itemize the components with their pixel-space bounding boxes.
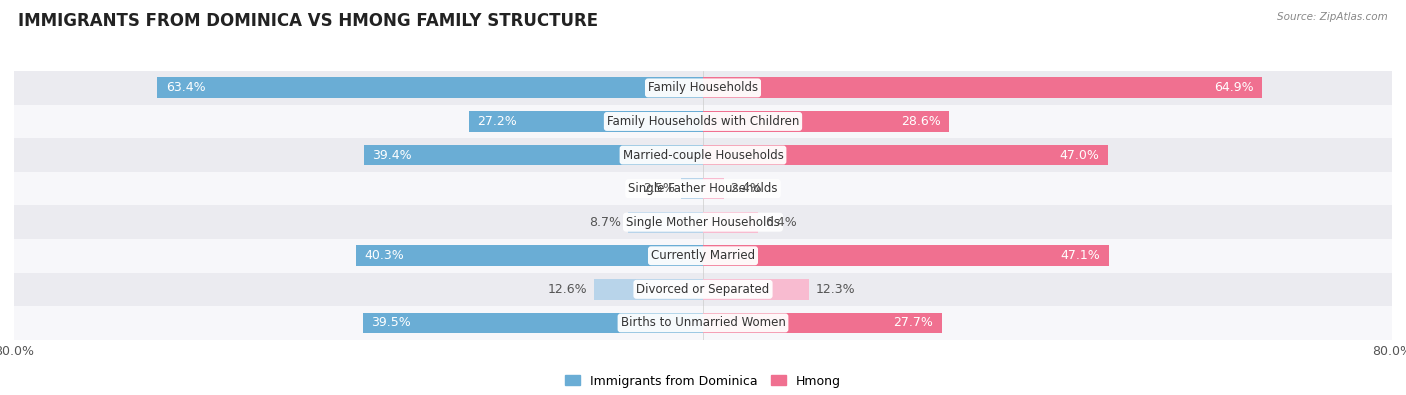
Bar [14,71,1392,105]
Bar [703,245,1108,266]
Text: Single Father Households: Single Father Households [628,182,778,195]
Bar [595,279,703,300]
Text: 8.7%: 8.7% [589,216,621,229]
Bar [682,178,703,199]
Text: 27.7%: 27.7% [893,316,934,329]
Text: 47.0%: 47.0% [1059,149,1099,162]
Text: 39.5%: 39.5% [371,316,411,329]
Text: 64.9%: 64.9% [1213,81,1253,94]
Bar [14,105,1392,138]
Text: 47.1%: 47.1% [1060,249,1099,262]
Text: Divorced or Separated: Divorced or Separated [637,283,769,296]
Text: 12.3%: 12.3% [815,283,855,296]
Text: Family Households with Children: Family Households with Children [607,115,799,128]
Bar [14,138,1392,172]
Text: 12.6%: 12.6% [548,283,588,296]
Bar [703,111,949,132]
Bar [157,77,703,98]
Text: Currently Married: Currently Married [651,249,755,262]
Text: 6.4%: 6.4% [765,216,797,229]
Text: Married-couple Households: Married-couple Households [623,149,783,162]
Bar [14,306,1392,340]
Bar [628,212,703,233]
Legend: Immigrants from Dominica, Hmong: Immigrants from Dominica, Hmong [561,370,845,393]
Text: Family Households: Family Households [648,81,758,94]
Bar [468,111,703,132]
Text: 63.4%: 63.4% [166,81,205,94]
Bar [14,273,1392,306]
Bar [14,239,1392,273]
Bar [703,77,1263,98]
Text: 40.3%: 40.3% [364,249,405,262]
Bar [703,279,808,300]
Text: Source: ZipAtlas.com: Source: ZipAtlas.com [1277,12,1388,22]
Bar [703,312,942,333]
Bar [703,212,758,233]
Bar [703,145,1108,166]
Bar [363,312,703,333]
Bar [14,205,1392,239]
Bar [14,172,1392,205]
Text: Births to Unmarried Women: Births to Unmarried Women [620,316,786,329]
Text: 39.4%: 39.4% [373,149,412,162]
Text: 2.5%: 2.5% [643,182,675,195]
Text: Single Mother Households: Single Mother Households [626,216,780,229]
Bar [356,245,703,266]
Text: 27.2%: 27.2% [478,115,517,128]
Text: IMMIGRANTS FROM DOMINICA VS HMONG FAMILY STRUCTURE: IMMIGRANTS FROM DOMINICA VS HMONG FAMILY… [18,12,599,30]
Text: 2.4%: 2.4% [731,182,762,195]
Bar [703,178,724,199]
Text: 28.6%: 28.6% [901,115,941,128]
Bar [364,145,703,166]
